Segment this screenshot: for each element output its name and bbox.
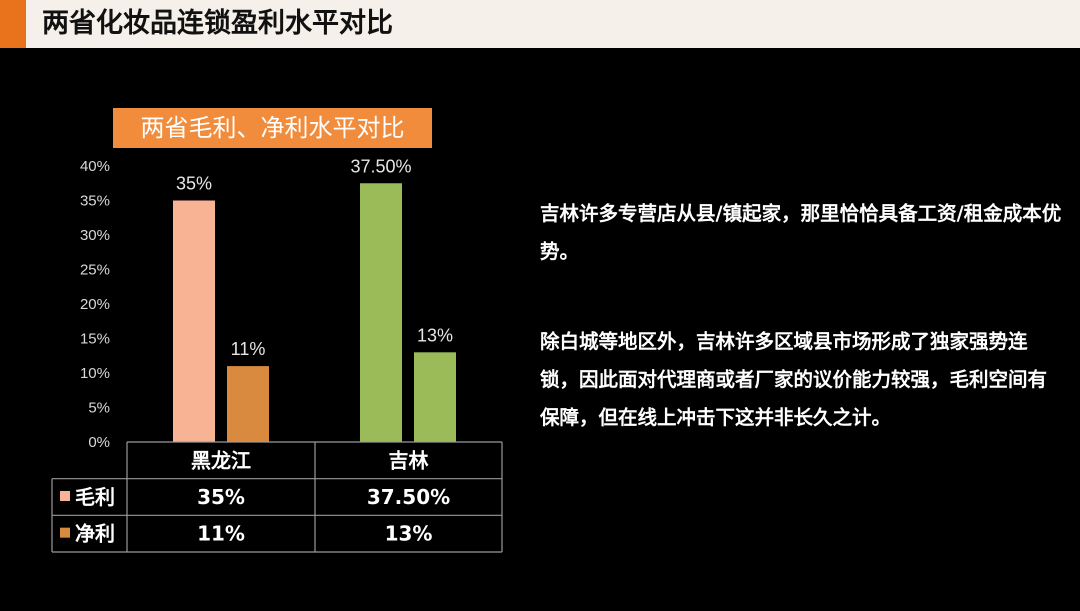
bar-毛利-吉林	[360, 183, 402, 442]
data-label: 35%	[176, 174, 212, 194]
chart-title: 两省毛利、净利水平对比	[113, 108, 432, 148]
legend-label: 净利	[75, 522, 115, 546]
y-tick-label: 10%	[80, 365, 110, 382]
y-tick-label: 35%	[80, 193, 110, 210]
y-tick-label: 25%	[80, 262, 110, 279]
y-tick-label: 20%	[80, 296, 110, 313]
table-value-cell: 37.50%	[367, 485, 450, 509]
bar-净利-黑龙江	[227, 366, 269, 442]
table-value-cell: 11%	[197, 522, 245, 546]
table-value-cell: 35%	[197, 485, 245, 509]
y-tick-label: 30%	[80, 227, 110, 244]
header-bar	[0, 0, 1080, 48]
data-label: 13%	[417, 325, 453, 345]
page-title: 两省化妆品连锁盈利水平对比	[42, 8, 393, 39]
y-tick-label: 15%	[80, 331, 110, 348]
bar-净利-吉林	[414, 352, 456, 442]
table-category-label: 吉林	[389, 448, 429, 472]
paragraph-1: 吉林许多专营店从县/镇起家，那里恰恰具备工资/租金成本优势。	[540, 202, 1062, 263]
legend-key-净利	[60, 527, 70, 538]
legend-key-毛利	[60, 491, 70, 501]
table-value-cell: 13%	[385, 522, 433, 546]
y-tick-label: 5%	[88, 400, 110, 417]
y-tick-label: 0%	[88, 434, 110, 451]
table-category-label: 黑龙江	[191, 448, 251, 472]
legend-label: 毛利	[75, 485, 115, 509]
y-tick-label: 40%	[80, 158, 110, 175]
data-label: 11%	[231, 339, 266, 359]
data-label: 37.50%	[350, 156, 411, 176]
header-accent	[0, 0, 26, 48]
bar-毛利-黑龙江	[173, 200, 215, 442]
paragraph-2: 除白城等地区外，吉林许多区域县市场形成了独家强势连锁，因此面对代理商或者厂家的议…	[540, 330, 1048, 429]
